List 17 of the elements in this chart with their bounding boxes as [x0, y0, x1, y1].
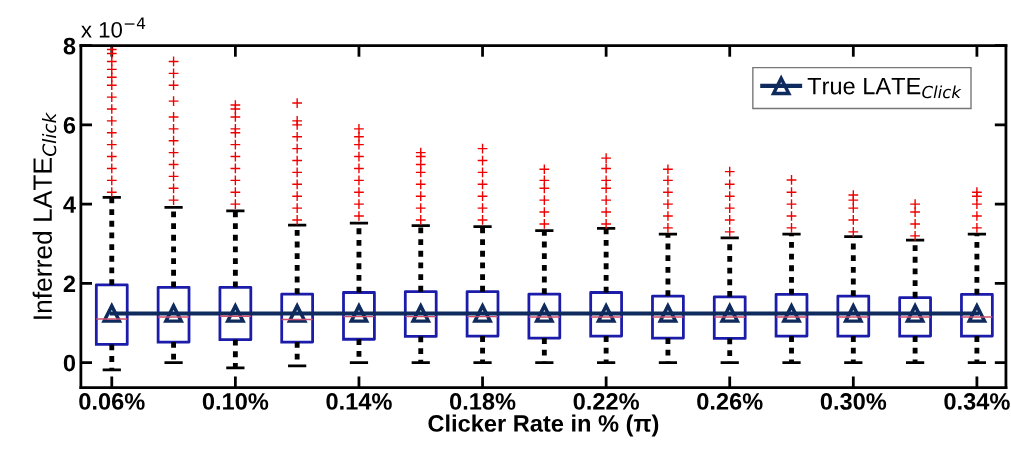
- y-tick-label: 6: [63, 116, 76, 134]
- x-tick-label: 0.30%: [820, 393, 887, 410]
- legend-label: True LATE$_{Click}$: [807, 77, 962, 99]
- y-tick-label: 0: [63, 354, 76, 372]
- text: x 10$^{−4}$: [81, 17, 146, 38]
- y-axis-title: Inferred LATE$_{Click}$: [32, 112, 57, 319]
- x-tick-label: 0.06%: [79, 393, 145, 410]
- x-tick-label: 0.10%: [202, 393, 269, 410]
- x-tick-label: 0.34%: [944, 393, 1010, 410]
- y-tick-label: 2: [63, 275, 76, 292]
- x-tick-label: 0.26%: [697, 393, 763, 410]
- y-tick-label: 8: [63, 37, 76, 55]
- x-tick-label: 0.22%: [573, 393, 639, 410]
- x-axis-title: Clicker Rate in % (π): [428, 414, 659, 437]
- x-tick-label: 0.18%: [450, 393, 516, 410]
- y-tick-label: 4: [63, 196, 76, 213]
- x-tick-label: 0.14%: [326, 393, 392, 410]
